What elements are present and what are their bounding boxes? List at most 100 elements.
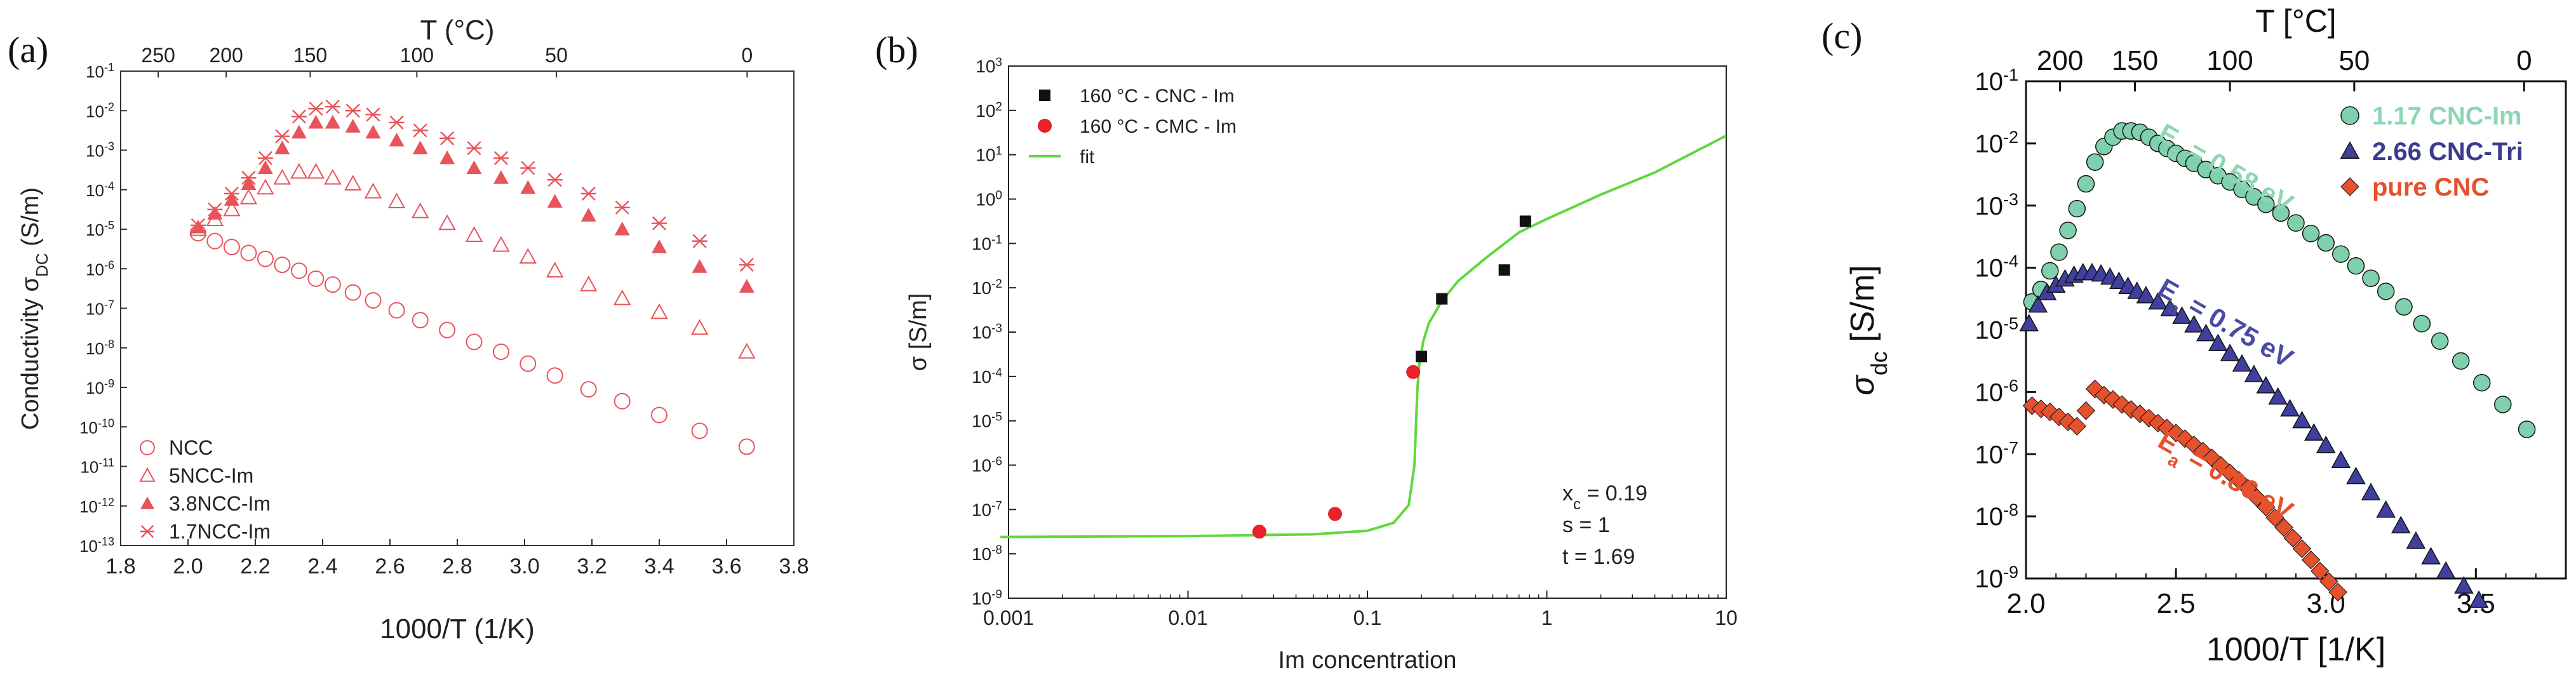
y-tick-label: 10-1 bbox=[972, 233, 1002, 254]
data-point bbox=[439, 131, 455, 145]
data-point bbox=[2494, 396, 2512, 413]
data-point bbox=[239, 189, 258, 204]
data-point bbox=[466, 333, 483, 351]
data-point bbox=[308, 114, 324, 129]
legend-marker bbox=[2340, 141, 2360, 159]
x-tick-label: 0.1 bbox=[1353, 606, 1381, 629]
y-tick-label: 10-9 bbox=[972, 588, 1002, 609]
data-point bbox=[2041, 262, 2059, 280]
data-point bbox=[1498, 264, 1510, 276]
data-point bbox=[2265, 508, 2284, 527]
panel-a-ylabel-unit: (S/m) bbox=[17, 187, 44, 253]
data-point bbox=[2454, 576, 2474, 594]
data-point bbox=[2196, 323, 2216, 342]
y-tick-label: 10-8 bbox=[86, 338, 114, 358]
data-point bbox=[2268, 387, 2288, 405]
data-point bbox=[207, 206, 223, 220]
data-point bbox=[738, 342, 756, 359]
legend-marker bbox=[1039, 90, 1050, 101]
data-point bbox=[207, 202, 223, 217]
panel-c-legend: 1.17 CNC-Im 2.66 CNC-Tri pure CNC bbox=[2340, 102, 2523, 201]
xc-value: = 0.19 bbox=[1581, 481, 1647, 505]
legend-label: fit bbox=[1080, 147, 1095, 168]
data-point bbox=[2319, 572, 2338, 591]
x-tick-label: 2.2 bbox=[240, 554, 270, 578]
legend-label: 1.17 CNC-Im bbox=[2372, 102, 2522, 130]
panel-c-top-axis-label: T [°C] bbox=[2255, 3, 2336, 39]
data-point bbox=[2362, 269, 2380, 288]
data-point bbox=[2160, 298, 2180, 317]
data-point bbox=[2076, 401, 2096, 420]
panel-a-y-axis-label: Conductivity σDC (S/m) bbox=[17, 187, 51, 430]
data-point bbox=[291, 109, 307, 124]
top-tick-label: 100 bbox=[400, 44, 434, 67]
y-tick-label: 10-4 bbox=[86, 180, 114, 200]
data-point bbox=[345, 119, 361, 133]
data-point bbox=[465, 226, 483, 242]
data-point bbox=[614, 222, 630, 236]
data-point bbox=[1328, 507, 1343, 521]
data-point bbox=[2473, 373, 2491, 392]
data-point bbox=[2518, 420, 2536, 438]
data-point bbox=[2059, 222, 2077, 239]
data-point bbox=[2086, 153, 2104, 171]
data-point bbox=[438, 214, 456, 231]
panel-b-y-ticks: 10-9 10-8 10-7 10-6 10-5 10-4 10-3 10-2 10-1 100 1… bbox=[972, 56, 1016, 609]
data-point bbox=[2220, 344, 2240, 361]
data-point bbox=[580, 276, 598, 291]
x-tick-label: 0.001 bbox=[983, 606, 1034, 629]
data-point bbox=[2247, 488, 2267, 507]
y-tick-label: 10-9 bbox=[1975, 563, 2018, 593]
y-tick-label: 10-5 bbox=[1975, 314, 2018, 345]
data-point bbox=[2395, 298, 2413, 316]
panel-b-legend: 160 °C - CNC - Im 160 °C - CMC - Im fit bbox=[1029, 86, 1237, 168]
panel-b-label: (b) bbox=[875, 29, 918, 70]
panel-c-plot-area bbox=[2019, 122, 2536, 608]
data-point bbox=[2316, 436, 2336, 453]
y-tick-label: 10-2 bbox=[86, 100, 114, 121]
legend-label: 2.66 CNC-Tri bbox=[2372, 138, 2523, 166]
data-point bbox=[439, 321, 456, 338]
data-point bbox=[290, 262, 307, 279]
y-tick-label: 10-6 bbox=[1975, 376, 2018, 406]
x-tick-label: 1.8 bbox=[105, 554, 135, 578]
top-tick-label: 0 bbox=[2516, 45, 2532, 76]
data-point bbox=[2452, 352, 2470, 370]
data-point bbox=[1406, 364, 1421, 379]
data-point bbox=[2208, 333, 2228, 351]
data-point bbox=[2406, 531, 2426, 549]
data-point bbox=[2280, 399, 2300, 417]
panel-a-plot-area bbox=[189, 99, 756, 455]
panel-c-ylabel-sub: dc bbox=[1866, 351, 1892, 375]
data-point bbox=[2050, 243, 2068, 261]
data-point bbox=[1416, 351, 1428, 363]
x-tick-label: 2.4 bbox=[307, 554, 337, 578]
data-point bbox=[2244, 364, 2264, 382]
data-point bbox=[412, 202, 429, 218]
y-tick-label: 101 bbox=[976, 144, 1002, 165]
panel-a-top-axis-label: T (°C) bbox=[420, 15, 495, 46]
legend-marker bbox=[2340, 106, 2359, 125]
data-point bbox=[493, 150, 509, 165]
panel-c-ylabel-main: σ bbox=[1844, 375, 1881, 396]
legend-marker bbox=[140, 525, 154, 538]
data-point bbox=[546, 262, 564, 277]
xc-main: x bbox=[1562, 481, 1573, 505]
y-tick-label: 10-2 bbox=[1975, 128, 2018, 158]
data-point bbox=[240, 244, 257, 262]
legend-label: 3.8NCC-Im bbox=[169, 492, 271, 515]
data-point bbox=[1252, 525, 1266, 539]
data-point bbox=[2347, 257, 2365, 275]
data-point bbox=[2118, 276, 2138, 294]
x-tick-label: 3.6 bbox=[711, 554, 741, 578]
data-point bbox=[2317, 234, 2335, 252]
data-point bbox=[290, 163, 308, 179]
data-point bbox=[257, 150, 273, 165]
panel-b-t-annotation: t = 1.69 bbox=[1562, 545, 1635, 569]
data-point bbox=[2421, 547, 2441, 565]
legend-label: pure CNC bbox=[2372, 173, 2489, 201]
data-point bbox=[614, 289, 631, 305]
data-point bbox=[690, 319, 709, 335]
data-point bbox=[547, 173, 563, 187]
legend-label: NCC bbox=[169, 436, 213, 459]
